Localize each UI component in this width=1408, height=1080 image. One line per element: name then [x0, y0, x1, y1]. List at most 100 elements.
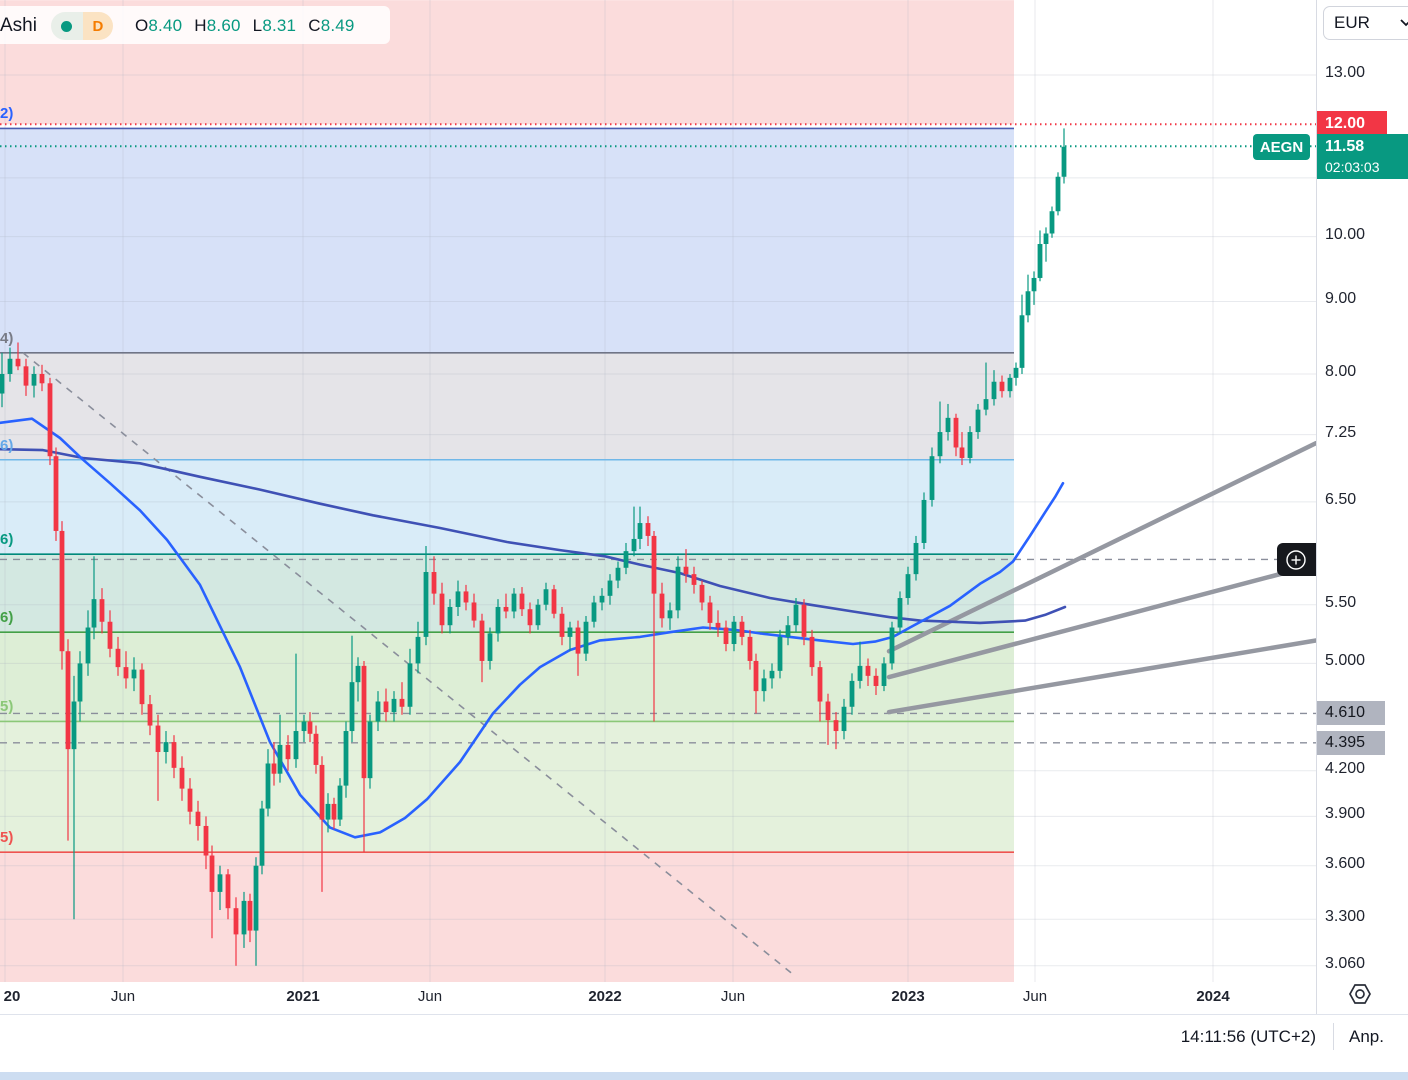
candle-body [367, 721, 373, 779]
candle-body [247, 900, 253, 931]
candle-body [761, 678, 767, 692]
candle-body [39, 373, 45, 384]
timezone-clock[interactable]: 14:11:56 (UTC+2) [1180, 1027, 1316, 1046]
candle-body [747, 636, 753, 661]
low-label: L [252, 16, 263, 35]
candle-body [439, 593, 445, 626]
candle-body [259, 808, 265, 866]
candle-body [415, 636, 421, 664]
candle-body [209, 855, 215, 892]
candle-body [495, 606, 501, 634]
candle-body [575, 627, 581, 654]
candle-body [241, 900, 247, 935]
candle-body [225, 874, 231, 909]
time-axis[interactable]: 20 Jun 2021 Jun 2022 Jun 2023 Jun 2024 [0, 982, 1316, 1014]
price-tick-label: 5.50 [1325, 593, 1357, 611]
candle-body [769, 670, 775, 679]
candle-body [817, 667, 823, 702]
candle-body [65, 651, 71, 750]
time-tick-label: 20 [3, 988, 21, 1005]
price-tick-label: 8.00 [1325, 362, 1357, 380]
time-tick-label: Jun [1022, 988, 1048, 1005]
candle-body [543, 589, 549, 605]
candle-body [707, 602, 713, 623]
candle-body [47, 383, 53, 457]
eye-dot-icon [61, 20, 73, 32]
price-tick-label: 3.300 [1325, 908, 1366, 926]
candle-body [53, 456, 59, 531]
bar-countdown: 02:03:03 [1325, 158, 1380, 175]
candle-body [0, 373, 5, 394]
price-tick-label: 3.060 [1325, 954, 1366, 972]
candle-body [71, 701, 77, 750]
time-tick-label: Jun [720, 988, 746, 1005]
candle-body [583, 621, 589, 654]
time-tick-label: 2024 [1196, 988, 1230, 1005]
candle-body [355, 665, 361, 683]
candle-body [1043, 233, 1049, 245]
candle-body [479, 620, 485, 661]
last-price: 11.58 [1325, 137, 1365, 155]
fib-band [0, 352, 1014, 460]
price-tick-label: 3.900 [1325, 805, 1366, 823]
candle-body [337, 785, 343, 820]
price-axis[interactable]: EUR 13.00 10.00 9.00 8.00 7.25 6.50 5.50 5.000 4… [1316, 0, 1408, 1014]
candle-body [123, 667, 129, 679]
alert-price-badge[interactable]: 12.00 [1317, 111, 1387, 138]
candle-body [1007, 377, 1013, 392]
candle-body [349, 682, 355, 732]
candle-body [343, 731, 349, 786]
currency-dropdown[interactable]: EUR [1323, 6, 1408, 40]
candle-body [983, 399, 989, 410]
fib-band [0, 128, 1014, 353]
candle-body [723, 627, 729, 645]
fib-band [0, 632, 1014, 722]
candle-body [937, 432, 943, 457]
candle-body [187, 788, 193, 812]
candle-body [889, 627, 895, 664]
candle-body [407, 663, 413, 707]
price-scale-settings-icon[interactable] [1347, 982, 1373, 1011]
candle-body [179, 767, 185, 789]
candle-body [881, 663, 887, 686]
candle-body [447, 606, 453, 626]
candle-body [777, 636, 783, 671]
fib-level-label: 5) [0, 698, 14, 716]
candle-body [301, 721, 307, 732]
fib-level-label: 2) [0, 105, 14, 123]
candle-body [171, 742, 177, 768]
candle-body [271, 763, 277, 774]
ma-slow-line [0, 447, 1067, 625]
fib-level-label: 6) [0, 609, 14, 627]
candle-body [535, 604, 541, 626]
candle-body [615, 567, 621, 581]
candle-body [511, 593, 517, 612]
candle-body [731, 621, 737, 645]
legend-controls: D [50, 12, 113, 40]
candle-body [801, 604, 807, 637]
symbol-price-label: AEGN [1253, 134, 1310, 160]
candle-body [715, 622, 721, 628]
candle-body [1049, 211, 1055, 234]
candle-body [391, 698, 397, 713]
candle-body [683, 566, 689, 575]
candle-body [139, 669, 145, 705]
visibility-toggle[interactable] [50, 12, 83, 40]
candle-body [1031, 277, 1037, 292]
candle-body [383, 701, 389, 713]
candle-body [929, 456, 935, 500]
price-tick-label: 3.600 [1325, 854, 1366, 872]
candle-body [849, 680, 855, 707]
timeframe-badge[interactable]: D [82, 12, 113, 40]
candle-body [253, 865, 259, 931]
candle-body [645, 523, 651, 536]
candle-body [825, 701, 831, 721]
candle-body [285, 744, 291, 760]
bottom-toolbar: 14:11:56 (UTC+2) Anp. [0, 1014, 1408, 1080]
plus-circle-icon [1286, 549, 1306, 570]
adjusted-data-toggle[interactable]: Anp. [1349, 1027, 1384, 1046]
fib-band [0, 459, 1014, 555]
candle-body [1013, 367, 1019, 378]
price-chart-canvas[interactable] [0, 0, 1316, 982]
fib-level-label: 6) [0, 436, 14, 454]
